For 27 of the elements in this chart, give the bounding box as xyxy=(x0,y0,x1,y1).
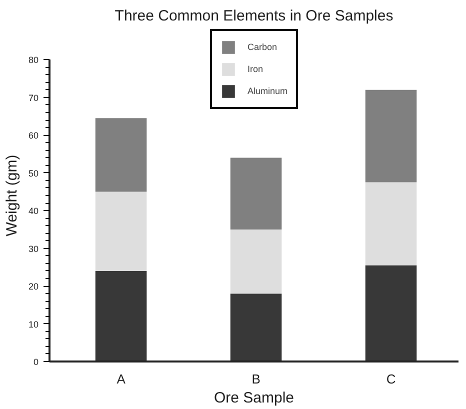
x-tick-label: A xyxy=(116,372,126,386)
chart-title: Three Common Elements in Ore Samples xyxy=(114,8,394,24)
y-axis-title: Weight (gm) xyxy=(3,154,20,236)
x-tick-label: C xyxy=(386,372,396,386)
bar xyxy=(365,265,417,362)
bar xyxy=(230,229,282,294)
x-tick-label: B xyxy=(252,372,260,386)
bar xyxy=(95,118,147,192)
bar xyxy=(365,90,417,182)
legend-label: Carbon xyxy=(247,42,278,52)
y-tick-label: 30 xyxy=(28,244,39,254)
bar xyxy=(230,158,282,230)
legend-label: Aluminum xyxy=(247,86,288,96)
bar xyxy=(95,270,147,362)
y-tick-label: 50 xyxy=(28,168,39,178)
bar xyxy=(95,192,147,271)
y-tick-label: 60 xyxy=(28,130,39,141)
y-tick-label: 40 xyxy=(28,206,39,216)
y-tick-label: 80 xyxy=(28,55,39,66)
bar xyxy=(365,182,417,266)
y-tick-label: 20 xyxy=(28,282,39,292)
y-tick-label: 70 xyxy=(28,92,39,103)
bar xyxy=(230,294,282,362)
y-tick-label: 0 xyxy=(33,357,39,367)
x-axis-title: Ore Sample xyxy=(214,390,294,406)
legend-label: Iron xyxy=(247,64,264,74)
y-tick-label: 10 xyxy=(28,319,39,330)
